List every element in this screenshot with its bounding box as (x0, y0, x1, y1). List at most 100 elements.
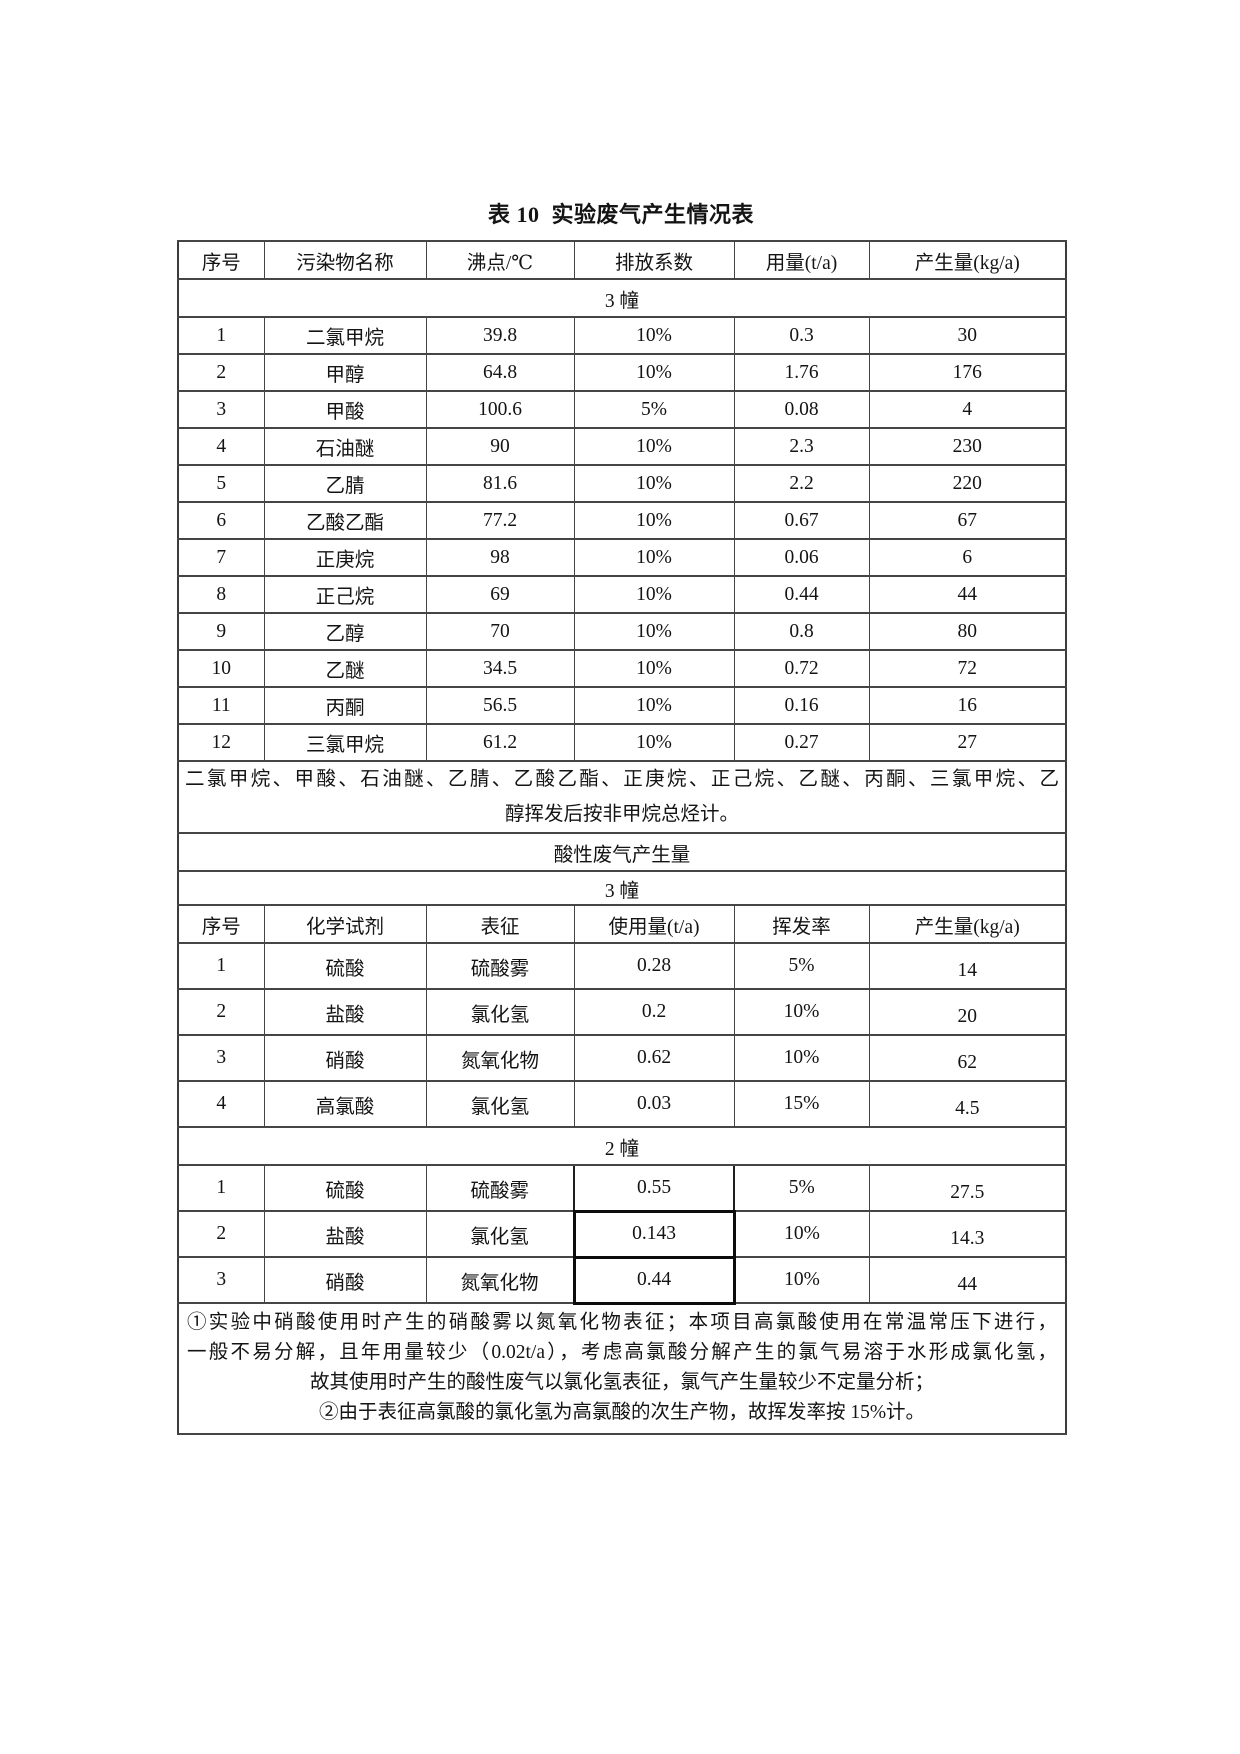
cell: 176 (868, 353, 1067, 392)
cell: 盐酸 (263, 988, 427, 1036)
cell: 3 (177, 390, 265, 429)
nmhc-note-line: 醇挥发后按非甲烷总烃计。 (504, 804, 739, 825)
cell: 10% (573, 686, 735, 725)
cell: 10 (177, 649, 265, 688)
column-header: 使用量(t/a) (573, 904, 735, 944)
footnote-line: ②由于表征高氯酸的氯化氢为高氯酸的次生产物，故挥发率按 15%计。 (318, 1401, 926, 1423)
cell: 2 (177, 353, 265, 392)
cell: 丙酮 (263, 686, 427, 725)
cell: 14.3 (868, 1210, 1067, 1258)
column-header: 产生量(kg/a) (868, 904, 1067, 944)
building-label: 3 幢 (177, 870, 1067, 906)
cell: 正庚烷 (263, 538, 427, 577)
cell: 0.2 (573, 988, 735, 1036)
footnote: ①实验中硝酸使用时产生的硝酸雾以氮氧化物表征；本项目高氯酸使用在常温常压下进行，… (177, 1302, 1067, 1435)
cell: 0.67 (733, 501, 870, 540)
cell: 220 (868, 464, 1067, 503)
cell: 72 (868, 649, 1067, 688)
cell: 12 (177, 723, 265, 762)
cell: 氮氧化物 (425, 1034, 575, 1082)
cell: 4.5 (868, 1080, 1067, 1128)
column-header: 污染物名称 (263, 240, 427, 280)
cell: 5% (733, 942, 870, 990)
cell: 1.76 (733, 353, 870, 392)
cell: 氮氧化物 (425, 1256, 575, 1304)
cell: 1 (177, 942, 265, 990)
cell: 62 (868, 1034, 1067, 1082)
cell: 氯化氢 (425, 1080, 575, 1128)
cell: 80 (868, 612, 1067, 651)
cell: 0.16 (733, 686, 870, 725)
cell: 0.62 (573, 1034, 735, 1082)
footnote-line: 一般不易分解，且年用量较少（0.02t/a），考虑高氯酸分解产生的氯气易溶于水形… (187, 1341, 1057, 1363)
footnote-line: 故其使用时产生的酸性废气以氯化氢表征，氯气产生量较少不定量分析； (309, 1371, 934, 1393)
cell: 乙酸乙酯 (263, 501, 427, 540)
cell: 39.8 (425, 316, 575, 355)
cell: 5% (733, 1164, 870, 1212)
cell: 77.2 (425, 501, 575, 540)
cell: 0.08 (733, 390, 870, 429)
cell: 0.72 (733, 649, 870, 688)
cell: 27 (868, 723, 1067, 762)
cell: 81.6 (425, 464, 575, 503)
cell: 67 (868, 501, 1067, 540)
cell: 硫酸雾 (425, 1164, 575, 1212)
cell: 100.6 (425, 390, 575, 429)
cell: 98 (425, 538, 575, 577)
cell: 0.03 (573, 1080, 735, 1128)
cell: 10% (573, 575, 735, 614)
cell: 2.3 (733, 427, 870, 466)
column-header: 沸点/℃ (425, 240, 575, 280)
cell: 14 (868, 942, 1067, 990)
cell: 10% (573, 464, 735, 503)
cell: 10% (573, 649, 735, 688)
table-title: 表 10 实验废气产生情况表 (487, 202, 754, 227)
cell: 乙醇 (263, 612, 427, 651)
cell: 硝酸 (263, 1256, 427, 1304)
cell: 90 (425, 427, 575, 466)
cell: 氯化氢 (425, 988, 575, 1036)
cell: 1 (177, 1164, 265, 1212)
cell: 0.44 (572, 1255, 736, 1305)
cell: 10% (573, 316, 735, 355)
cell: 56.5 (425, 686, 575, 725)
column-header: 序号 (177, 240, 265, 280)
cell: 2.2 (733, 464, 870, 503)
cell: 0.55 (573, 1164, 735, 1213)
cell: 乙醚 (263, 649, 427, 688)
cell: 10% (733, 1256, 870, 1304)
cell: 10% (573, 353, 735, 392)
cell: 10% (573, 723, 735, 762)
cell: 8 (177, 575, 265, 614)
cell: 4 (177, 427, 265, 466)
column-header: 表征 (425, 904, 575, 944)
cell: 正己烷 (263, 575, 427, 614)
cell: 3 (177, 1256, 265, 1304)
cell: 69 (425, 575, 575, 614)
cell: 0.44 (733, 575, 870, 614)
cell: 64.8 (425, 353, 575, 392)
footnote-line: ①实验中硝酸使用时产生的硝酸雾以氮氧化物表征；本项目高氯酸使用在常温常压下进行， (187, 1311, 1057, 1333)
cell: 61.2 (425, 723, 575, 762)
cell: 10% (733, 1210, 870, 1258)
nmhc-note: 二氯甲烷、甲酸、石油醚、乙腈、乙酸乙酯、正庚烷、正己烷、乙醚、丙酮、三氯甲烷、乙… (177, 760, 1067, 834)
cell: 盐酸 (263, 1210, 427, 1258)
cell: 甲醇 (263, 353, 427, 392)
cell: 4 (177, 1080, 265, 1128)
cell: 34.5 (425, 649, 575, 688)
cell: 0.3 (733, 316, 870, 355)
acid-section-title: 酸性废气产生量 (177, 832, 1067, 872)
cell: 70 (425, 612, 575, 651)
cell: 10% (573, 501, 735, 540)
column-header: 排放系数 (573, 240, 735, 280)
cell: 10% (573, 612, 735, 651)
cell: 0.27 (733, 723, 870, 762)
cell: 4 (868, 390, 1067, 429)
column-header: 产生量(kg/a) (868, 240, 1067, 280)
cell: 10% (733, 988, 870, 1036)
cell: 3 (177, 1034, 265, 1082)
column-header: 用量(t/a) (733, 240, 870, 280)
cell: 27.5 (868, 1164, 1067, 1212)
building-label: 2 幢 (177, 1126, 1067, 1166)
cell: 乙腈 (263, 464, 427, 503)
